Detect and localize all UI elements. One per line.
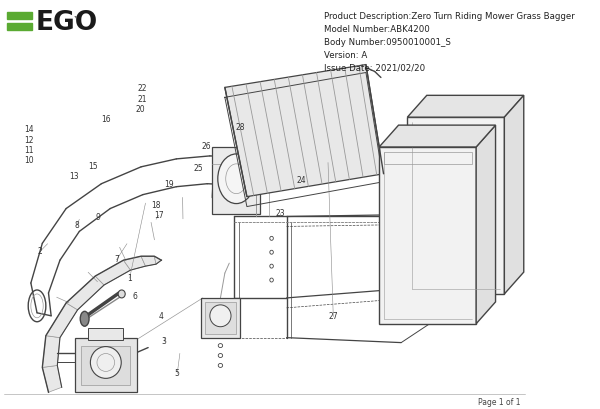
Bar <box>7 12 32 19</box>
Text: ™: ™ <box>73 15 82 24</box>
Text: Body Number:0950010001_S: Body Number:0950010001_S <box>325 38 451 47</box>
Text: 20: 20 <box>136 105 145 114</box>
Text: 27: 27 <box>328 312 338 321</box>
Polygon shape <box>95 260 130 285</box>
Polygon shape <box>43 366 62 392</box>
Bar <box>383 152 472 164</box>
Text: Model Number:ABK4200: Model Number:ABK4200 <box>325 25 430 34</box>
Polygon shape <box>407 95 524 117</box>
Ellipse shape <box>118 290 125 298</box>
Polygon shape <box>81 346 130 385</box>
Text: 4: 4 <box>159 312 164 321</box>
Polygon shape <box>66 276 104 310</box>
Text: 21: 21 <box>137 95 146 104</box>
Polygon shape <box>141 256 156 266</box>
Text: Issue Date: 2021/02/20: Issue Date: 2021/02/20 <box>325 63 425 72</box>
Text: 23: 23 <box>275 209 285 218</box>
Text: 7: 7 <box>114 256 119 265</box>
Text: 10: 10 <box>24 156 34 165</box>
Text: 2: 2 <box>37 247 42 256</box>
Polygon shape <box>154 256 161 264</box>
Ellipse shape <box>80 311 89 326</box>
Text: EGO: EGO <box>35 10 98 36</box>
Text: 26: 26 <box>202 142 211 151</box>
Text: 12: 12 <box>25 136 34 145</box>
Text: 1: 1 <box>127 274 132 283</box>
Text: 15: 15 <box>88 162 97 171</box>
Ellipse shape <box>218 154 255 204</box>
Polygon shape <box>201 298 240 338</box>
Bar <box>88 328 124 339</box>
Text: 14: 14 <box>24 125 34 134</box>
Text: 16: 16 <box>101 115 110 124</box>
Polygon shape <box>46 303 77 338</box>
Polygon shape <box>407 117 505 294</box>
Text: 24: 24 <box>297 176 307 185</box>
Text: 19: 19 <box>164 180 174 189</box>
Bar <box>7 23 32 30</box>
Polygon shape <box>505 95 524 294</box>
Text: 18: 18 <box>151 200 161 209</box>
Polygon shape <box>379 125 496 147</box>
Polygon shape <box>75 338 137 392</box>
Text: 25: 25 <box>194 164 203 173</box>
Text: Page 1 of 1: Page 1 of 1 <box>478 398 520 407</box>
Polygon shape <box>379 147 476 324</box>
Text: 13: 13 <box>69 172 79 181</box>
Text: Version: A: Version: A <box>325 51 368 60</box>
Text: 11: 11 <box>25 146 34 155</box>
Text: 8: 8 <box>74 221 79 230</box>
Polygon shape <box>212 147 260 213</box>
Text: 17: 17 <box>154 211 164 220</box>
Polygon shape <box>225 65 383 197</box>
Ellipse shape <box>91 346 121 378</box>
Text: 28: 28 <box>236 124 245 133</box>
Text: Product Description:Zero Turn Riding Mower Grass Bagger: Product Description:Zero Turn Riding Mow… <box>325 12 575 21</box>
Ellipse shape <box>210 305 231 327</box>
Polygon shape <box>205 302 236 334</box>
Polygon shape <box>124 256 145 270</box>
Text: 9: 9 <box>95 213 100 222</box>
Text: 22: 22 <box>137 84 146 93</box>
Text: 3: 3 <box>161 337 166 346</box>
Text: 6: 6 <box>133 292 137 301</box>
Polygon shape <box>43 336 60 367</box>
Polygon shape <box>476 125 496 324</box>
Text: 5: 5 <box>175 369 179 378</box>
